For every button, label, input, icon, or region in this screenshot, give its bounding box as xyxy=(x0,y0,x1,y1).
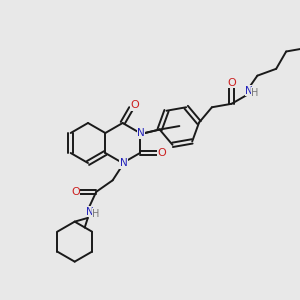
Text: N: N xyxy=(137,128,145,138)
Text: O: O xyxy=(158,148,166,158)
Text: O: O xyxy=(227,78,236,88)
Text: N: N xyxy=(120,158,128,168)
Text: O: O xyxy=(131,100,140,110)
Text: O: O xyxy=(71,187,80,197)
Text: H: H xyxy=(92,209,100,219)
Text: N: N xyxy=(245,86,253,96)
Text: H: H xyxy=(251,88,259,98)
Text: N: N xyxy=(86,207,94,217)
